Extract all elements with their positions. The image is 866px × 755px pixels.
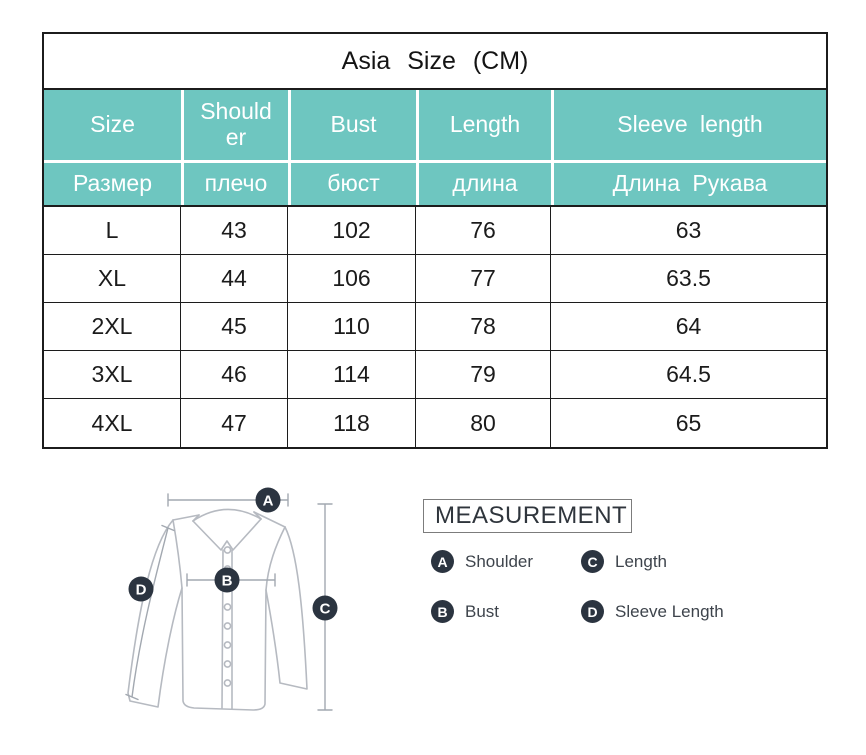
col-header-bust-ru: бюст (291, 163, 416, 205)
cell-size: 4XL (44, 399, 181, 447)
cell-length: 77 (416, 255, 551, 303)
measurement-legend: MEASUREMENT A Shoulder C Length B Bust D… (423, 499, 753, 623)
legend-badge-b-icon: B (431, 600, 454, 623)
col-header-length-en: Length (419, 90, 551, 160)
table-header: Size Should er Bust Length Sleeve length… (44, 90, 826, 205)
legend-item-shoulder: A Shoulder (431, 550, 581, 573)
cell-sleeve: 64 (551, 303, 826, 351)
legend-badge-c-icon: C (581, 550, 604, 573)
cell-sleeve: 63 (551, 207, 826, 255)
legend-item-bust: B Bust (431, 600, 581, 623)
shirt-measurement-diagram: A B C D (125, 487, 338, 711)
cell-shoulder: 45 (181, 303, 288, 351)
legend-item-sleeve-length: D Sleeve Length (581, 600, 753, 623)
cell-size: XL (44, 255, 181, 303)
legend-badge-d-icon: D (581, 600, 604, 623)
badge-b-letter: B (222, 573, 233, 590)
col-header-sleeve-en: Sleeve length (554, 90, 826, 160)
badge-c-icon (312, 595, 338, 621)
cell-length: 80 (416, 399, 551, 447)
cell-bust: 118 (288, 399, 416, 447)
cell-length: 79 (416, 351, 551, 399)
badge-d-letter: D (136, 582, 147, 599)
diagram-badges: A B C D (128, 487, 338, 621)
cell-size: 2XL (44, 303, 181, 351)
col-header-shoulder-en: Should er (184, 90, 288, 160)
cell-bust: 106 (288, 255, 416, 303)
col-header-size-ru: Размер (44, 163, 181, 205)
cell-bust: 114 (288, 351, 416, 399)
badge-c-letter: C (320, 601, 331, 618)
col-header-shoulder-ru: плечо (184, 163, 288, 205)
col-header-size-en: Size (44, 90, 181, 160)
cell-sleeve: 64.5 (551, 351, 826, 399)
legend-label: Shoulder (465, 551, 534, 571)
col-header-length-ru: длина (419, 163, 551, 205)
cell-length: 78 (416, 303, 551, 351)
cell-shoulder: 46 (181, 351, 288, 399)
cell-size: 3XL (44, 351, 181, 399)
shirt-sketch (127, 508, 308, 711)
badge-d-icon (128, 576, 154, 602)
badge-a-letter: A (263, 493, 274, 510)
table-body: L 43 102 76 63 XL 44 106 77 63.5 2XL 45 … (44, 205, 826, 447)
cell-bust: 110 (288, 303, 416, 351)
legend-grid: A Shoulder C Length B Bust D Sleeve Leng… (431, 550, 753, 623)
cell-length: 76 (416, 207, 551, 255)
badge-b-icon (214, 567, 240, 593)
col-header-sleeve-ru: Длина Рукава (554, 163, 826, 205)
cell-sleeve: 65 (675, 409, 702, 436)
legend-badge-a-icon: A (431, 550, 454, 573)
cell-size: L (44, 207, 181, 255)
cell-shoulder: 44 (181, 255, 288, 303)
legend-label: Bust (465, 601, 500, 621)
cell-sleeve: 63.5 (551, 255, 826, 303)
cell-shoulder: 43 (181, 207, 288, 255)
legend-item-length: C Length (581, 550, 753, 573)
size-chart-table: Asia Size (CM) Size Should er Bust Lengt… (42, 32, 828, 449)
cell-bust: 102 (288, 207, 416, 255)
legend-title-box: MEASUREMENT (423, 499, 632, 533)
cell-shoulder: 47 (181, 399, 288, 447)
table-title: Asia Size (CM) (44, 34, 826, 90)
legend-label: Sleeve Length (615, 601, 724, 621)
badge-a-icon (255, 487, 281, 513)
col-header-bust-en: Bust (291, 90, 416, 160)
legend-label: Length (615, 551, 667, 571)
